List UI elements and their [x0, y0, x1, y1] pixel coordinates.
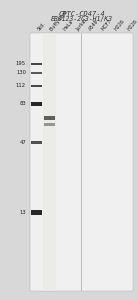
- Text: 13: 13: [19, 210, 26, 215]
- Text: Buffy coat: Buffy coat: [49, 9, 69, 32]
- Text: HeLa: HeLa: [62, 19, 74, 32]
- Bar: [30, 33, 133, 291]
- Bar: [31, 63, 42, 65]
- Bar: [31, 72, 42, 74]
- Bar: [44, 116, 55, 120]
- Text: 195: 195: [16, 61, 26, 67]
- Text: Jurkat: Jurkat: [75, 17, 88, 32]
- Text: MCF7: MCF7: [101, 18, 113, 32]
- Text: A549: A549: [88, 19, 100, 32]
- Text: 47: 47: [19, 140, 26, 145]
- Text: Std.: Std.: [37, 21, 47, 32]
- Text: 130: 130: [16, 70, 26, 76]
- Text: H226: H226: [126, 18, 137, 32]
- Bar: [31, 141, 42, 144]
- Bar: [81, 33, 82, 291]
- Text: EB0123-2C3-H1/K3: EB0123-2C3-H1/K3: [51, 16, 113, 22]
- Text: 83: 83: [19, 101, 26, 106]
- Text: 112: 112: [16, 83, 26, 88]
- Bar: [43, 33, 56, 291]
- Bar: [31, 210, 42, 214]
- Bar: [31, 85, 42, 87]
- Bar: [31, 102, 42, 106]
- Text: CPTC-CD47-4: CPTC-CD47-4: [59, 11, 106, 16]
- Bar: [68, 33, 69, 291]
- Bar: [94, 33, 95, 291]
- Bar: [44, 123, 55, 126]
- Text: H226: H226: [114, 18, 126, 32]
